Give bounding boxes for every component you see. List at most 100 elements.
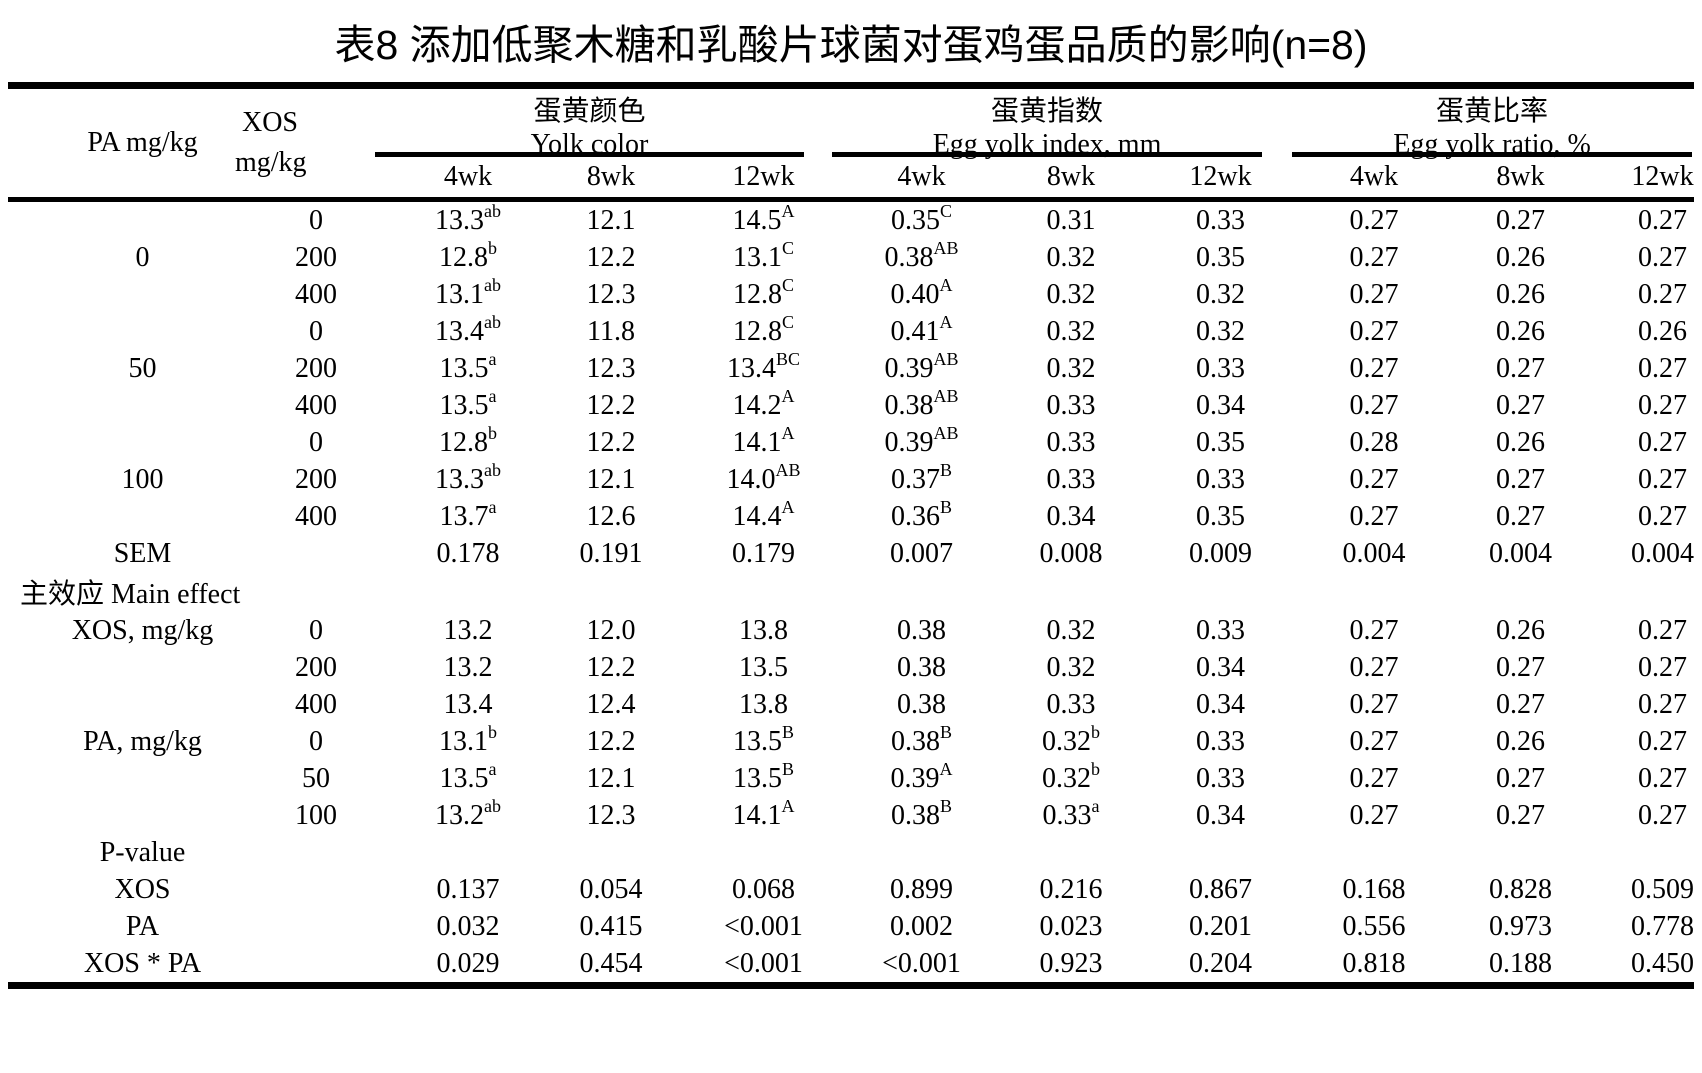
value-cell: 0.33 [1196, 463, 1246, 495]
value-cell: 13.5B [733, 722, 795, 757]
value-cell: 0.33 [1046, 426, 1096, 458]
value-cell: 12.8C [733, 312, 795, 347]
data-row: SEM 0.178 0.191 0.179 0.007 0.008 0.009 0.004 0.… [8, 535, 1694, 572]
data-row: 400 13.1ab 12.3 12.8C 0.40A 0.32 0.32 0.27 0.26 0… [8, 276, 1694, 313]
value-cell: 0.27 [1349, 241, 1399, 273]
pa-level-label: XOS * PA [83, 947, 202, 979]
value-cell: 0.068 [732, 873, 796, 905]
value-cell: <0.001 [724, 947, 803, 979]
header-pa-label: PA mg/kg [87, 127, 198, 158]
value-cell: 0.38 [897, 614, 947, 646]
data-row: 50 200 13.5a 12.3 13.4BC 0.39AB 0.32 0.33 0.27 0.… [8, 350, 1694, 387]
pa-level-label [8, 424, 235, 461]
value-cell: 0.828 [1489, 873, 1553, 905]
value-cell: 0.27 [1349, 651, 1399, 683]
xos-level-label: 400 [295, 389, 337, 421]
group-header-row: PA mg/kg XOS mg/kg 蛋黄颜色 Yolk color [8, 85, 1694, 202]
significance-superscript: a [1091, 796, 1100, 817]
pa-level-label [8, 387, 235, 424]
significance-superscript: B [782, 759, 795, 780]
pa-level-label [8, 200, 235, 240]
significance-superscript: A [939, 275, 953, 296]
egg-quality-table: PA mg/kg XOS mg/kg 蛋黄颜色 Yolk color [8, 82, 1695, 989]
value-cell: 0.27 [1349, 389, 1399, 421]
subheader-week: 12wk [1591, 157, 1695, 202]
label-row: P-value [8, 834, 1694, 871]
value-cell: 12.2 [586, 651, 636, 683]
header-pa: PA mg/kg [8, 85, 235, 202]
value-cell: 0.37B [891, 460, 953, 495]
data-row: 100 200 13.3ab 12.1 14.0AB 0.37B 0.33 0.33 0.27 0… [8, 461, 1694, 498]
significance-superscript: ab [484, 460, 501, 481]
value-cell: 0.32 [1046, 651, 1096, 683]
value-cell: 0.34 [1196, 688, 1246, 720]
value-cell: 0.32 [1046, 352, 1096, 384]
value-cell: 0.32 [1046, 614, 1096, 646]
value-cell: 12.8b [439, 238, 497, 273]
subheader-week: 4wk [1298, 157, 1451, 202]
value-cell: 0.27 [1349, 725, 1399, 757]
value-cell: 0.38AB [884, 386, 959, 421]
value-cell: 12.1 [586, 463, 636, 495]
value-cell: 12.2 [586, 725, 636, 757]
value-cell: 0.415 [579, 910, 643, 942]
xos-level-label [235, 535, 397, 572]
value-cell: 13.3ab [435, 460, 501, 495]
significance-superscript: b [1091, 722, 1101, 743]
value-cell: 12.3 [586, 278, 636, 310]
pa-level-label [8, 649, 235, 686]
significance-superscript: A [939, 312, 953, 333]
value-cell: 0.004 [1489, 537, 1553, 569]
value-cell: 14.2A [732, 386, 795, 421]
xos-level-label: 0 [309, 725, 323, 757]
significance-superscript: AB [933, 238, 959, 259]
value-cell: <0.001 [882, 947, 961, 979]
value-cell: 0.39A [890, 759, 953, 794]
value-cell: 12.4 [586, 688, 636, 720]
group-yolk-ratio-en: Egg yolk ratio, % [1393, 129, 1591, 160]
value-cell: 0.34 [1046, 500, 1096, 532]
table-title: 表8 添加低聚木糖和乳酸片球菌对蛋鸡蛋品质的影响(n=8) [334, 22, 1368, 68]
value-cell: 0.27 [1638, 389, 1688, 421]
value-cell: 0.27 [1638, 651, 1688, 683]
subheader-week: 8wk [999, 157, 1144, 202]
value-cell: 0.032 [436, 910, 500, 942]
value-cell: 0.27 [1638, 725, 1688, 757]
significance-superscript: ab [484, 275, 501, 296]
data-row: 100 13.2ab 12.3 14.1A 0.38B 0.33a 0.34 0.27 0.27… [8, 797, 1694, 834]
value-cell: 13.8 [739, 688, 789, 720]
value-cell: 0.029 [436, 947, 500, 979]
value-cell: 0.39AB [884, 349, 959, 384]
value-cell: 13.4ab [435, 312, 501, 347]
group-yolk-color-en: Yolk color [530, 129, 649, 160]
pa-level-label: 50 [128, 352, 157, 384]
value-cell: 0.27 [1349, 278, 1399, 310]
significance-superscript: B [940, 796, 953, 817]
value-cell: 0.137 [436, 873, 500, 905]
subheader-week: 12wk [683, 157, 845, 202]
value-cell: 0.32 [1046, 278, 1096, 310]
value-cell: 0.36B [891, 497, 953, 532]
value-cell: 0.008 [1039, 537, 1103, 569]
header-xos-line1: XOS [241, 107, 298, 138]
header-group-yolk-color: 蛋黄颜色 Yolk color [375, 86, 844, 160]
value-cell: 0.27 [1349, 688, 1399, 720]
xos-level-label: 0 [309, 204, 323, 236]
xos-level-label: 0 [309, 315, 323, 347]
value-cell: 13.1C [733, 238, 795, 273]
xos-level-label: 50 [302, 762, 330, 794]
value-cell: 13.5 [739, 651, 789, 683]
significance-superscript: BC [776, 349, 801, 370]
value-cell: 0.27 [1349, 614, 1399, 646]
data-row: 0 12.8b 12.2 14.1A 0.39AB 0.33 0.35 0.28 0.26 0.2… [8, 424, 1694, 461]
value-cell: 0.27 [1496, 463, 1546, 495]
value-cell: 0.31 [1046, 204, 1096, 236]
value-cell: 0.33 [1196, 725, 1246, 757]
value-cell: 0.216 [1039, 873, 1103, 905]
xos-level-label: 400 [295, 500, 337, 532]
value-cell: 12.2 [586, 389, 636, 421]
value-cell: 0.33 [1046, 463, 1096, 495]
value-cell: 0.27 [1638, 500, 1688, 532]
value-cell: 0.188 [1489, 947, 1553, 979]
data-row: 200 13.2 12.2 13.5 0.38 0.32 0.34 0.27 0.27 0.27 [8, 649, 1694, 686]
